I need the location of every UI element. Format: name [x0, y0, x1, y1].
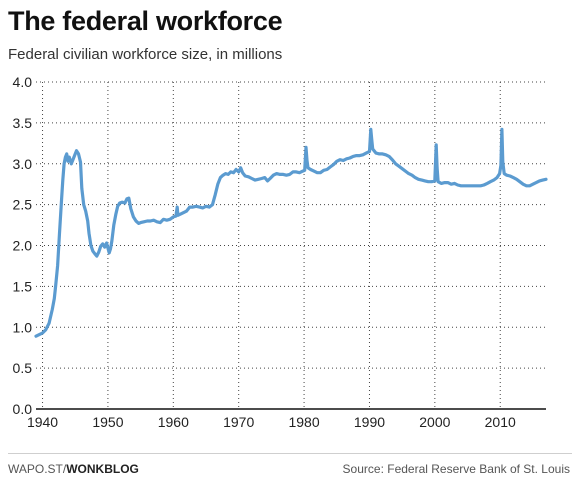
y-tick-label: 0.0 [13, 401, 33, 417]
x-tick-label: 1970 [223, 414, 254, 430]
x-tick-label: 1940 [27, 414, 58, 430]
workforce-line-chart: 0.0 0.5 1.0 1.5 2.0 2.5 3.0 3.5 4.0 1940 1950 1960… [13, 74, 548, 430]
y-tick-label: 3.0 [13, 156, 33, 172]
chart-grid [36, 81, 546, 409]
y-tick-label: 1.0 [13, 319, 33, 335]
y-tick-label: 1.5 [13, 278, 33, 294]
x-tick-label: 1990 [354, 414, 385, 430]
y-tick-label: 2.5 [13, 197, 33, 213]
x-tick-label: 1950 [92, 414, 123, 430]
credit-brand: WONKBLOG [66, 462, 139, 476]
footer-divider [8, 453, 572, 454]
y-tick-label: 4.0 [13, 74, 33, 90]
y-axis-tick-labels: 0.0 0.5 1.0 1.5 2.0 2.5 3.0 3.5 4.0 [13, 74, 33, 417]
y-tick-label: 0.5 [13, 360, 33, 376]
y-tick-label: 3.5 [13, 115, 33, 131]
series-line-workforce [34, 127, 548, 338]
x-axis-tick-labels: 1940 1950 1960 1970 1980 1990 2000 2010 [27, 414, 516, 430]
footer-source: Source: Federal Reserve Bank of St. Loui… [342, 462, 570, 476]
page-title: The federal workforce [8, 6, 283, 36]
footer-credit: WAPO.ST/WONKBLOG [8, 462, 139, 476]
chart-subtitle: Federal civilian workforce size, in mill… [8, 46, 283, 63]
credit-prefix: WAPO.ST/ [8, 462, 67, 476]
x-tick-label: 1980 [288, 414, 319, 430]
x-tick-label: 1960 [158, 414, 189, 430]
x-tick-label: 2000 [419, 414, 450, 430]
chart-series [34, 127, 548, 338]
x-tick-label: 2010 [485, 414, 516, 430]
y-tick-label: 2.0 [13, 238, 33, 254]
